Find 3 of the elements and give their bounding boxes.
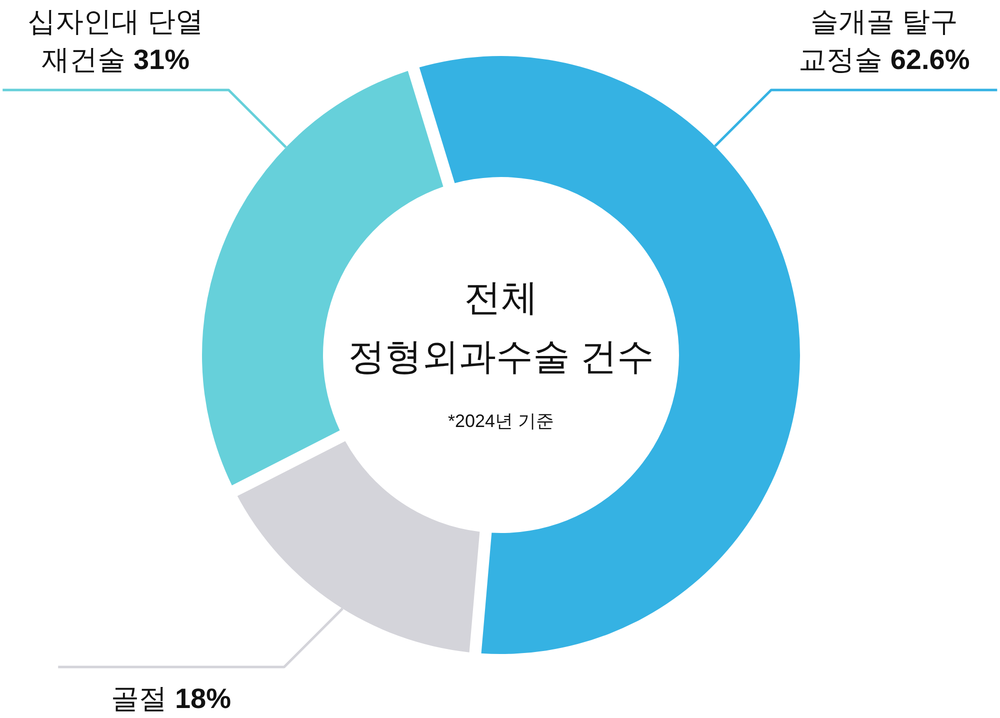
title: 정형외과수술 건수 (348, 336, 654, 377)
title: 전체 (464, 277, 538, 318)
annotation: *2024년 기준 (448, 411, 554, 431)
